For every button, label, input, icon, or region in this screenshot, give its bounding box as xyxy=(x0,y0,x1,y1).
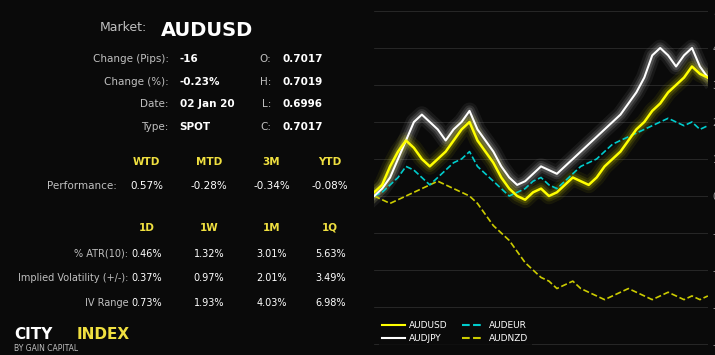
Text: INDEX: INDEX xyxy=(77,327,130,342)
Text: 0.73%: 0.73% xyxy=(132,297,162,307)
Text: 1M: 1M xyxy=(262,223,280,233)
Text: 02 Jan 20: 02 Jan 20 xyxy=(179,99,235,109)
Text: L:: L: xyxy=(262,99,272,109)
Text: -0.23%: -0.23% xyxy=(179,77,220,87)
Text: 0.46%: 0.46% xyxy=(132,249,162,259)
Text: Change (Pips):: Change (Pips): xyxy=(93,54,169,64)
Legend: AUDUSD, AUDJPY, AUDEUR, AUDNZD: AUDUSD, AUDJPY, AUDEUR, AUDNZD xyxy=(379,317,531,347)
Text: Change (%):: Change (%): xyxy=(104,77,169,87)
Text: MTD: MTD xyxy=(196,157,222,166)
Text: -16: -16 xyxy=(179,54,198,64)
Text: -0.28%: -0.28% xyxy=(191,181,227,191)
Text: 1W: 1W xyxy=(199,223,218,233)
Text: 1Q: 1Q xyxy=(322,223,338,233)
Text: 1.93%: 1.93% xyxy=(194,297,225,307)
Text: Market:: Market: xyxy=(99,21,147,34)
Text: -0.34%: -0.34% xyxy=(253,181,290,191)
Text: 5.63%: 5.63% xyxy=(315,249,345,259)
Text: YTD: YTD xyxy=(318,157,342,166)
Text: 3M: 3M xyxy=(262,157,280,166)
Text: 6.98%: 6.98% xyxy=(315,297,345,307)
Text: Type:: Type: xyxy=(142,122,169,132)
Text: CITY: CITY xyxy=(14,327,53,342)
Text: 0.7019: 0.7019 xyxy=(282,77,322,87)
Text: H:: H: xyxy=(260,77,272,87)
Text: 0.6996: 0.6996 xyxy=(282,99,322,109)
Text: % ATR(10):: % ATR(10): xyxy=(74,249,128,259)
Text: 0.57%: 0.57% xyxy=(130,181,163,191)
Text: 1D: 1D xyxy=(139,223,154,233)
Text: 0.37%: 0.37% xyxy=(132,273,162,283)
Text: AUDUSD: AUDUSD xyxy=(162,21,254,40)
Text: -0.08%: -0.08% xyxy=(312,181,348,191)
Text: 0.97%: 0.97% xyxy=(194,273,225,283)
Text: 1.32%: 1.32% xyxy=(194,249,225,259)
Text: 3.49%: 3.49% xyxy=(315,273,345,283)
Text: Implied Volatility (+/-):: Implied Volatility (+/-): xyxy=(18,273,128,283)
Text: WTD: WTD xyxy=(133,157,160,166)
Text: C:: C: xyxy=(260,122,272,132)
Text: 2.01%: 2.01% xyxy=(256,273,287,283)
Text: O:: O: xyxy=(260,54,272,64)
Text: 0.7017: 0.7017 xyxy=(282,122,323,132)
Text: IV Range: IV Range xyxy=(84,297,128,307)
Text: BY GAIN CAPITAL: BY GAIN CAPITAL xyxy=(14,344,79,354)
Text: SPOT: SPOT xyxy=(179,122,211,132)
Text: 3.01%: 3.01% xyxy=(256,249,287,259)
Text: 0.7017: 0.7017 xyxy=(282,54,323,64)
Text: Performance:: Performance: xyxy=(47,181,117,191)
Text: Date:: Date: xyxy=(140,99,169,109)
Text: 4.03%: 4.03% xyxy=(256,297,287,307)
